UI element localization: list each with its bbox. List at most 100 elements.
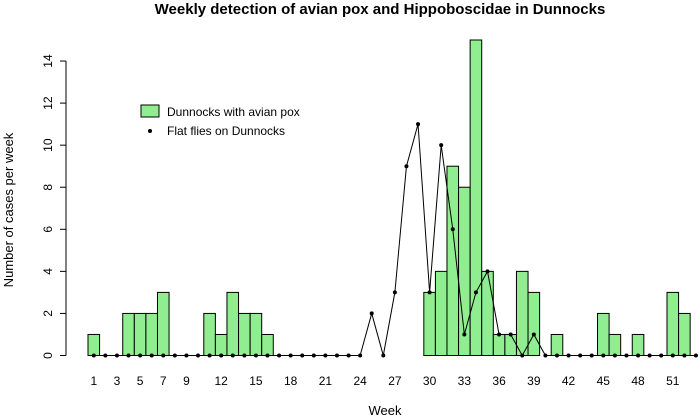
x-tick-label: 7 — [160, 374, 167, 388]
x-tick-label: 1 — [90, 374, 97, 388]
x-tick-label: 45 — [597, 374, 611, 388]
flies-point-week-46 — [612, 353, 617, 358]
flies-point-week-6 — [149, 353, 154, 358]
x-tick-label: 39 — [527, 374, 541, 388]
flies-point-week-40 — [543, 353, 548, 358]
pox-bar-week-38 — [515, 270, 529, 356]
chart-title: Weekly detection of avian pox and Hippob… — [155, 1, 606, 18]
flies-point-week-17 — [277, 353, 282, 358]
y-tick-label: 6 — [41, 226, 55, 233]
y-tick-label: 8 — [41, 184, 55, 191]
flies-point-week-41 — [554, 353, 559, 358]
flies-point-week-51 — [670, 353, 675, 358]
x-tick-label: 42 — [562, 374, 576, 388]
y-axis-label: Number of cases per week — [1, 132, 16, 287]
legend-marker-flies — [148, 129, 152, 133]
flies-point-week-14 — [242, 353, 247, 358]
x-tick-label: 18 — [284, 374, 298, 388]
pox-bar-week-39 — [527, 291, 541, 356]
x-tick-label: 9 — [183, 374, 190, 388]
flies-point-week-1 — [91, 353, 96, 358]
x-tick-label: 24 — [353, 374, 367, 388]
y-axis: 0 2 4 6 8 10 12 14 — [41, 54, 67, 359]
flies-point-week-12 — [219, 353, 224, 358]
flies-point-week-36 — [497, 332, 502, 337]
pox-bar-week-32 — [446, 165, 460, 356]
pox-bar-week-52 — [678, 312, 691, 356]
pox-bar-week-46 — [608, 333, 622, 357]
flies-point-week-2 — [103, 353, 108, 358]
flies-point-week-9 — [184, 353, 189, 358]
pox-bar-week-7 — [156, 291, 170, 356]
x-tick-label: 21 — [319, 374, 333, 388]
pox-bar-week-48 — [631, 333, 645, 357]
flies-point-week-30 — [427, 290, 432, 295]
pox-bar-week-37 — [504, 333, 517, 357]
legend-label-pox: Dunnocks with avian pox — [167, 105, 300, 119]
x-tick-label: 48 — [631, 374, 645, 388]
flies-point-week-50 — [659, 353, 664, 358]
flies-point-week-11 — [207, 353, 212, 358]
flies-point-week-52 — [682, 353, 687, 358]
flies-point-week-4 — [126, 353, 131, 358]
flies-point-week-31 — [439, 143, 444, 148]
flies-point-week-24 — [358, 353, 363, 358]
x-tick-label: 33 — [458, 374, 472, 388]
flies-point-week-34 — [473, 290, 478, 295]
pox-bar-week-12 — [214, 333, 228, 357]
y-tick-label: 14 — [41, 54, 55, 68]
flies-point-week-8 — [172, 353, 177, 358]
flies-point-week-22 — [334, 353, 339, 358]
flies-point-week-42 — [566, 353, 571, 358]
x-tick-label: 36 — [492, 374, 506, 388]
pox-bar-week-51 — [666, 291, 680, 356]
x-tick-label: 3 — [114, 374, 121, 388]
x-tick-label: 51 — [666, 374, 680, 388]
flies-point-week-19 — [300, 353, 305, 358]
flies-point-week-47 — [624, 353, 629, 358]
flies-point-week-21 — [323, 353, 328, 358]
flies-point-week-29 — [416, 122, 421, 127]
flies-point-week-38 — [520, 353, 525, 358]
flies-point-week-43 — [578, 353, 583, 358]
flies-point-week-45 — [601, 353, 606, 358]
flies-point-week-48 — [636, 353, 641, 358]
flies-point-week-39 — [531, 332, 536, 337]
pox-bar-week-34 — [469, 39, 483, 356]
y-tick-label: 12 — [41, 96, 55, 110]
x-tick-label: 27 — [388, 374, 402, 388]
flies-point-week-53 — [693, 353, 698, 358]
x-tick-label: 12 — [214, 374, 228, 388]
pox-bar-week-14 — [238, 312, 251, 356]
pox-bar-week-30 — [423, 291, 436, 356]
pox-bar-week-6 — [145, 312, 158, 356]
flies-point-week-18 — [288, 353, 293, 358]
pox-bar-week-31 — [434, 270, 448, 356]
flies-point-week-10 — [196, 353, 201, 358]
flies-point-week-32 — [450, 227, 455, 232]
legend-swatch-pox — [140, 104, 160, 118]
pox-bar-week-1 — [87, 333, 101, 357]
pox-bar-week-35 — [481, 270, 494, 356]
flies-point-week-44 — [589, 353, 594, 358]
x-axis-ticks: 1 3 5 7 9 12 15 18 21 24 27 30 33 36 39 42 45 48 51 — [90, 374, 679, 388]
y-tick-label: 0 — [41, 352, 55, 359]
flies-point-week-37 — [508, 332, 513, 337]
flies-point-week-23 — [346, 353, 351, 358]
flies-point-week-26 — [381, 353, 386, 358]
pox-bars — [87, 39, 691, 357]
pox-bar-week-4 — [122, 312, 135, 356]
pox-bar-week-16 — [261, 333, 274, 357]
y-tick-label: 4 — [41, 268, 55, 275]
flies-point-week-16 — [265, 353, 270, 358]
pox-bar-week-41 — [550, 333, 564, 357]
flies-point-week-35 — [485, 269, 490, 274]
x-tick-label: 5 — [137, 374, 144, 388]
y-tick-label: 2 — [41, 310, 55, 317]
legend-label-flies: Flat flies on Dunnocks — [167, 124, 285, 138]
flies-point-week-15 — [253, 353, 258, 358]
flies-point-week-33 — [462, 332, 467, 337]
flies-point-week-25 — [369, 311, 374, 316]
y-tick-label: 10 — [41, 138, 55, 152]
